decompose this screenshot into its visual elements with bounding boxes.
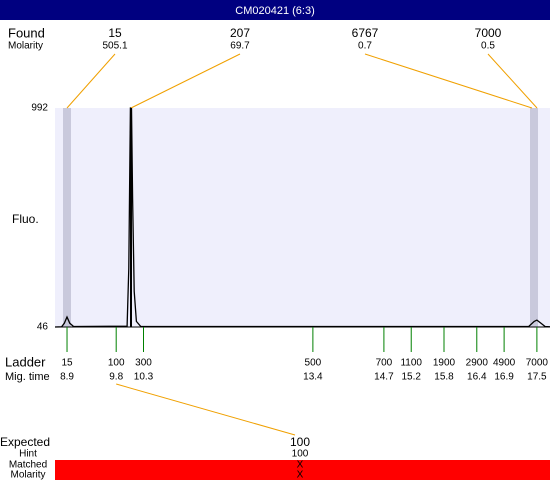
peak-molarity: 0.7	[358, 41, 372, 52]
fluo-label: Fluo.	[12, 212, 39, 226]
ladder-size: 700	[376, 358, 393, 369]
ladder-size: 4900	[493, 358, 516, 369]
peak-size: 7000	[475, 26, 502, 40]
hint-label: Hint	[19, 449, 37, 460]
marker-band	[530, 108, 538, 327]
matched-bar	[55, 460, 550, 480]
y-tick-label: 46	[37, 322, 49, 333]
ladder-time: 10.3	[134, 372, 154, 383]
ladder-time: 8.9	[60, 372, 74, 383]
expected-connector	[116, 383, 296, 436]
ladder-size: 500	[305, 358, 322, 369]
peak-molarity: 0.5	[481, 41, 495, 52]
ladder-size: 1900	[433, 358, 456, 369]
ladder-size: 300	[135, 358, 152, 369]
ladder-size: 100	[108, 358, 125, 369]
ladder-time: 17.5	[527, 372, 547, 383]
matched-value: X	[297, 460, 304, 471]
peak-connector	[364, 53, 533, 109]
ladder-time: 16.9	[494, 372, 514, 383]
expected-value: 100	[290, 435, 310, 449]
ladder-size: 1100	[400, 358, 422, 369]
ladder-time: 16.4	[467, 372, 487, 383]
ladder-time: 9.8	[109, 372, 123, 383]
peak-connector	[66, 53, 116, 109]
title-bar	[0, 0, 550, 20]
peak-size: 207	[230, 26, 250, 40]
found-molarity-label: Molarity	[8, 41, 43, 52]
ladder-size: 7000	[526, 358, 549, 369]
matched-label: Matched	[9, 460, 47, 471]
molarity-value: X	[297, 470, 304, 480]
title: CM020421 (6:3)	[235, 5, 315, 17]
peak-size: 6767	[352, 26, 379, 40]
y-tick-label: 992	[31, 103, 48, 114]
mig-time-label: Mig. time	[5, 371, 50, 383]
peak-connector	[130, 53, 241, 109]
hint-value: 100	[292, 449, 309, 460]
found-label: Found	[8, 25, 45, 40]
ladder-size: 15	[61, 358, 73, 369]
ladder-label: Ladder	[5, 354, 46, 369]
molarity-label: Molarity	[10, 470, 45, 480]
peak-molarity: 69.7	[230, 41, 250, 52]
ladder-size: 2900	[466, 358, 489, 369]
trace	[54, 107, 550, 328]
peak-connector	[487, 53, 538, 109]
marker-band	[63, 108, 71, 327]
peak-molarity: 505.1	[102, 41, 127, 52]
peak-size: 15	[108, 26, 122, 40]
ladder-time: 15.2	[401, 372, 421, 383]
ladder-time: 15.8	[434, 372, 454, 383]
expected-label: Expected	[0, 435, 50, 449]
ladder-time: 13.4	[303, 372, 323, 383]
plot-area	[55, 108, 550, 327]
ladder-time: 14.7	[374, 372, 394, 383]
